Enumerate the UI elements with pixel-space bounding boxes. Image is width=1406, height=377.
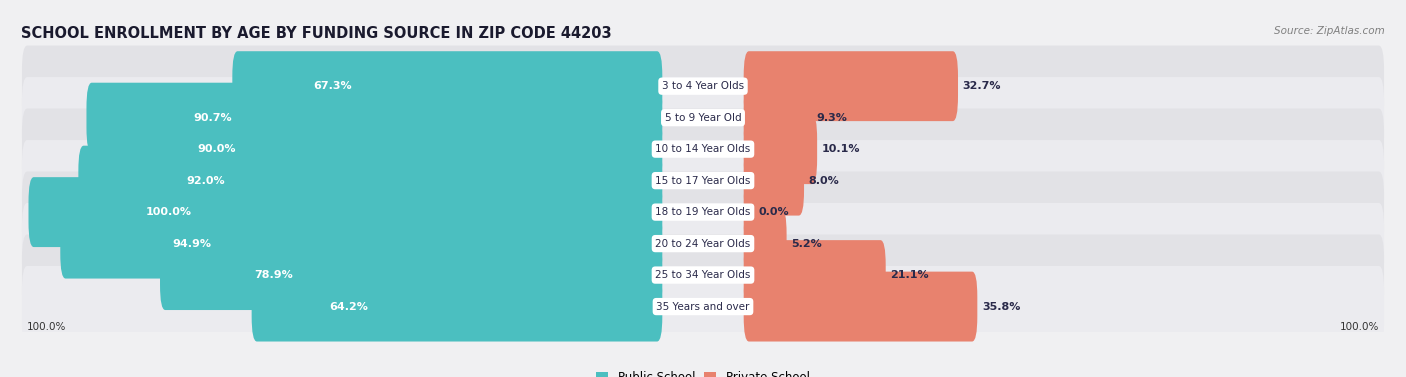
Text: 100.0%: 100.0% (1340, 322, 1379, 332)
FancyBboxPatch shape (86, 83, 662, 153)
FancyBboxPatch shape (744, 240, 886, 310)
FancyBboxPatch shape (744, 146, 804, 216)
FancyBboxPatch shape (744, 271, 977, 342)
Text: 35 Years and over: 35 Years and over (657, 302, 749, 311)
Text: 8.0%: 8.0% (808, 176, 839, 185)
Text: 25 to 34 Year Olds: 25 to 34 Year Olds (655, 270, 751, 280)
FancyBboxPatch shape (160, 240, 662, 310)
FancyBboxPatch shape (232, 51, 662, 121)
FancyBboxPatch shape (28, 177, 662, 247)
FancyBboxPatch shape (79, 146, 662, 216)
Text: SCHOOL ENROLLMENT BY AGE BY FUNDING SOURCE IN ZIP CODE 44203: SCHOOL ENROLLMENT BY AGE BY FUNDING SOUR… (21, 26, 612, 41)
Text: 5 to 9 Year Old: 5 to 9 Year Old (665, 113, 741, 123)
Text: 9.3%: 9.3% (817, 113, 848, 123)
Text: 100.0%: 100.0% (146, 207, 193, 217)
Text: 64.2%: 64.2% (329, 302, 368, 311)
Text: 18 to 19 Year Olds: 18 to 19 Year Olds (655, 207, 751, 217)
FancyBboxPatch shape (252, 271, 662, 342)
Text: 92.0%: 92.0% (187, 176, 225, 185)
FancyBboxPatch shape (22, 203, 1384, 284)
FancyBboxPatch shape (22, 46, 1384, 127)
Text: 67.3%: 67.3% (314, 81, 352, 91)
FancyBboxPatch shape (22, 172, 1384, 253)
FancyBboxPatch shape (22, 266, 1384, 347)
Text: 10.1%: 10.1% (821, 144, 860, 154)
FancyBboxPatch shape (22, 234, 1384, 316)
Text: 15 to 17 Year Olds: 15 to 17 Year Olds (655, 176, 751, 185)
FancyBboxPatch shape (22, 140, 1384, 221)
FancyBboxPatch shape (744, 114, 817, 184)
Text: 10 to 14 Year Olds: 10 to 14 Year Olds (655, 144, 751, 154)
FancyBboxPatch shape (60, 208, 662, 279)
Text: 90.7%: 90.7% (194, 113, 232, 123)
FancyBboxPatch shape (22, 109, 1384, 190)
Text: 3 to 4 Year Olds: 3 to 4 Year Olds (662, 81, 744, 91)
Text: 5.2%: 5.2% (792, 239, 823, 248)
FancyBboxPatch shape (91, 114, 662, 184)
Text: 21.1%: 21.1% (890, 270, 929, 280)
FancyBboxPatch shape (744, 51, 957, 121)
FancyBboxPatch shape (744, 177, 754, 247)
Text: 32.7%: 32.7% (963, 81, 1001, 91)
Legend: Public School, Private School: Public School, Private School (592, 366, 814, 377)
FancyBboxPatch shape (744, 83, 813, 153)
Text: 94.9%: 94.9% (172, 239, 211, 248)
Text: 100.0%: 100.0% (27, 322, 66, 332)
FancyBboxPatch shape (744, 208, 786, 279)
Text: Source: ZipAtlas.com: Source: ZipAtlas.com (1274, 26, 1385, 37)
Text: 35.8%: 35.8% (981, 302, 1021, 311)
FancyBboxPatch shape (22, 77, 1384, 158)
Text: 20 to 24 Year Olds: 20 to 24 Year Olds (655, 239, 751, 248)
Text: 0.0%: 0.0% (759, 207, 789, 217)
Text: 90.0%: 90.0% (197, 144, 236, 154)
Text: 78.9%: 78.9% (254, 270, 292, 280)
